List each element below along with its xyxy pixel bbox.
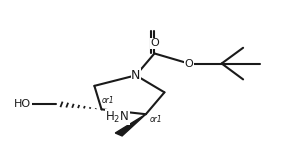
Text: O: O — [150, 38, 159, 48]
Text: H$_2$N: H$_2$N — [105, 110, 129, 125]
Text: HO: HO — [14, 99, 31, 109]
Text: N: N — [131, 69, 140, 82]
Text: O: O — [184, 58, 193, 69]
Text: or1: or1 — [102, 96, 114, 105]
Polygon shape — [115, 114, 146, 136]
Text: or1: or1 — [149, 115, 162, 124]
